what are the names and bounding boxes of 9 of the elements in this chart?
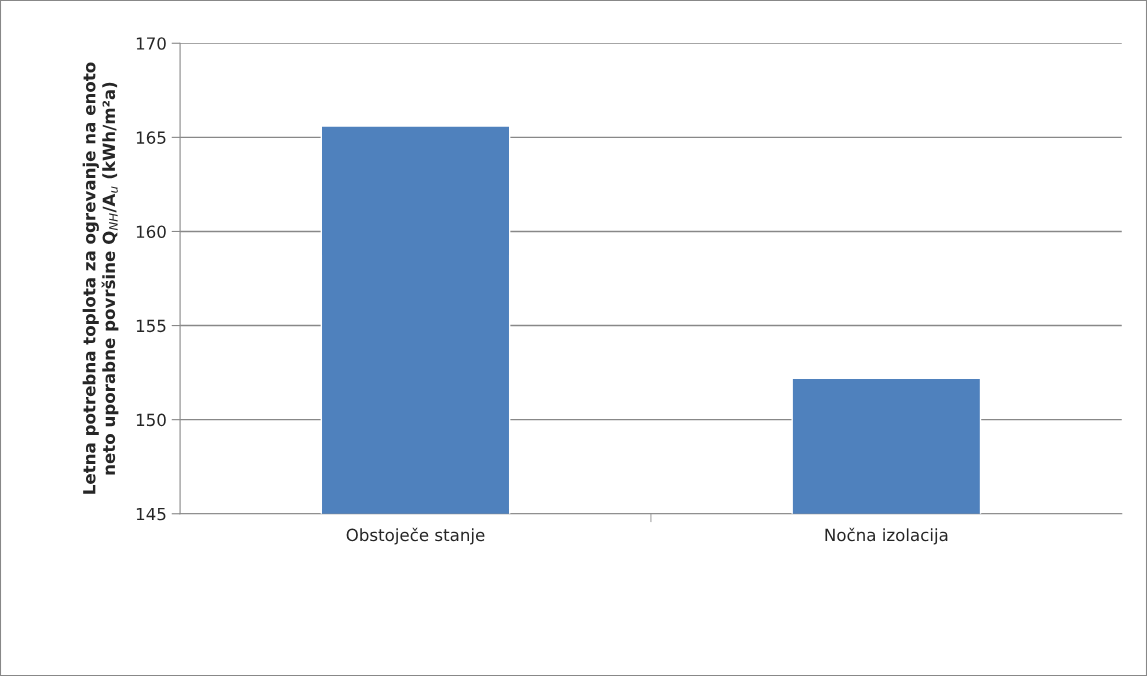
x-tick-label: Obstoječe stanje bbox=[346, 527, 485, 545]
y-tick-label: 165 bbox=[136, 131, 166, 144]
y-tick-label: 160 bbox=[136, 225, 166, 239]
y-tick-label: 170 bbox=[136, 37, 166, 50]
y-tick-label: 155 bbox=[136, 319, 166, 333]
x-tick-label: Nočna izolacija bbox=[825, 527, 948, 545]
y-tick-label: 150 bbox=[136, 413, 166, 427]
y-tick-label: 145 bbox=[136, 507, 166, 521]
y-axis-title: Letna potrebna toplota za ogrevanje na enoto neto uporabne površine Q$_{NH}$/A$_{u}$ (kWh/m²a) bbox=[82, 62, 119, 494]
